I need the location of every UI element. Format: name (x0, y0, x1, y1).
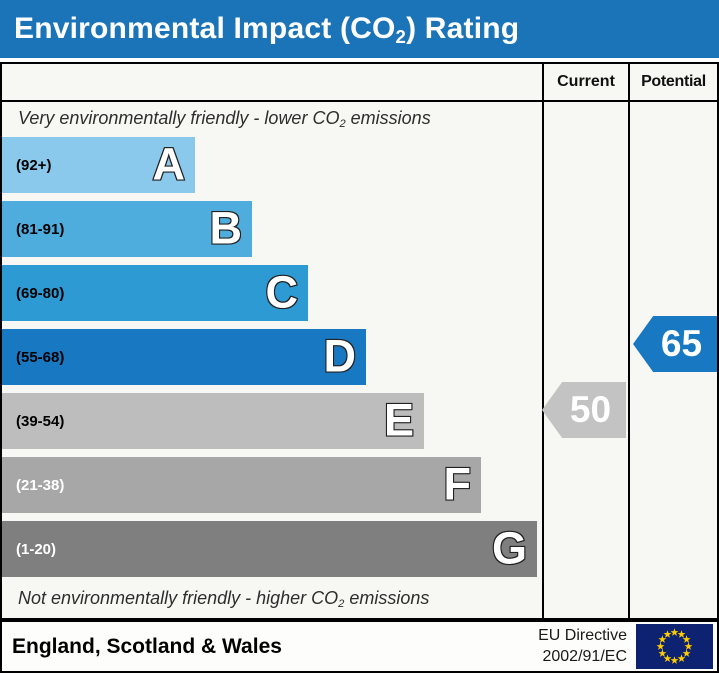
band-range-label: (1-20) (16, 540, 57, 558)
band-letter: B (208, 202, 243, 254)
band-range-label: (55-68) (16, 348, 65, 366)
band-range-label: (21-38) (16, 476, 65, 494)
page-title: Environmental Impact (CO2) Rating (14, 12, 520, 48)
bottom-note: Not environmentally friendly - higher CO… (18, 588, 430, 611)
band-range-label: (92+) (16, 156, 52, 174)
co2-subscript: 2 (338, 598, 345, 611)
band-row-a: (92+) A (2, 137, 195, 193)
table-header-row: Current Potential (2, 64, 717, 102)
band-row-f: (21-38) F (2, 457, 481, 513)
current-value: 50 (569, 389, 612, 430)
eu-flag-icon (636, 624, 713, 669)
band-row-b: (81-91) B (2, 201, 252, 257)
eu-directive-label: EU Directive 2002/91/EC (538, 626, 627, 665)
band-letter: C (264, 266, 299, 318)
top-note: Very environmentally friendly - lower CO… (18, 108, 431, 131)
region-label: England, Scotland & Wales (12, 634, 282, 658)
potential-value: 65 (660, 323, 703, 364)
column-header-current: Current (557, 73, 615, 90)
band-row-c: (69-80) C (2, 265, 308, 321)
title-bar: Environmental Impact (CO2) Rating (0, 0, 719, 58)
band-row-d: (55-68) D (2, 329, 366, 385)
band-letter: E (383, 394, 415, 446)
current-indicator-arrow: 50 (542, 382, 626, 438)
band-letter: D (322, 330, 357, 382)
band-range-label: (81-91) (16, 220, 65, 238)
rating-table: Current Potential Very environmentally f… (0, 62, 719, 620)
potential-column-divider (628, 64, 630, 618)
band-row-e: (39-54) E (2, 393, 424, 449)
column-header-potential: Potential (641, 73, 706, 90)
current-column-divider (542, 64, 544, 618)
band-row-g: (1-20) G (2, 521, 537, 577)
band-letter: G (491, 522, 528, 574)
band-range-label: (39-54) (16, 412, 65, 430)
potential-indicator-arrow: 65 (633, 316, 717, 372)
co2-subscript: 2 (395, 26, 407, 48)
band-range-label: (69-80) (16, 284, 65, 302)
co2-subscript: 2 (339, 118, 346, 131)
band-letter: A (151, 138, 186, 190)
footer-bar: England, Scotland & Wales EU Directive 2… (0, 620, 719, 673)
band-letter: F (442, 458, 472, 510)
